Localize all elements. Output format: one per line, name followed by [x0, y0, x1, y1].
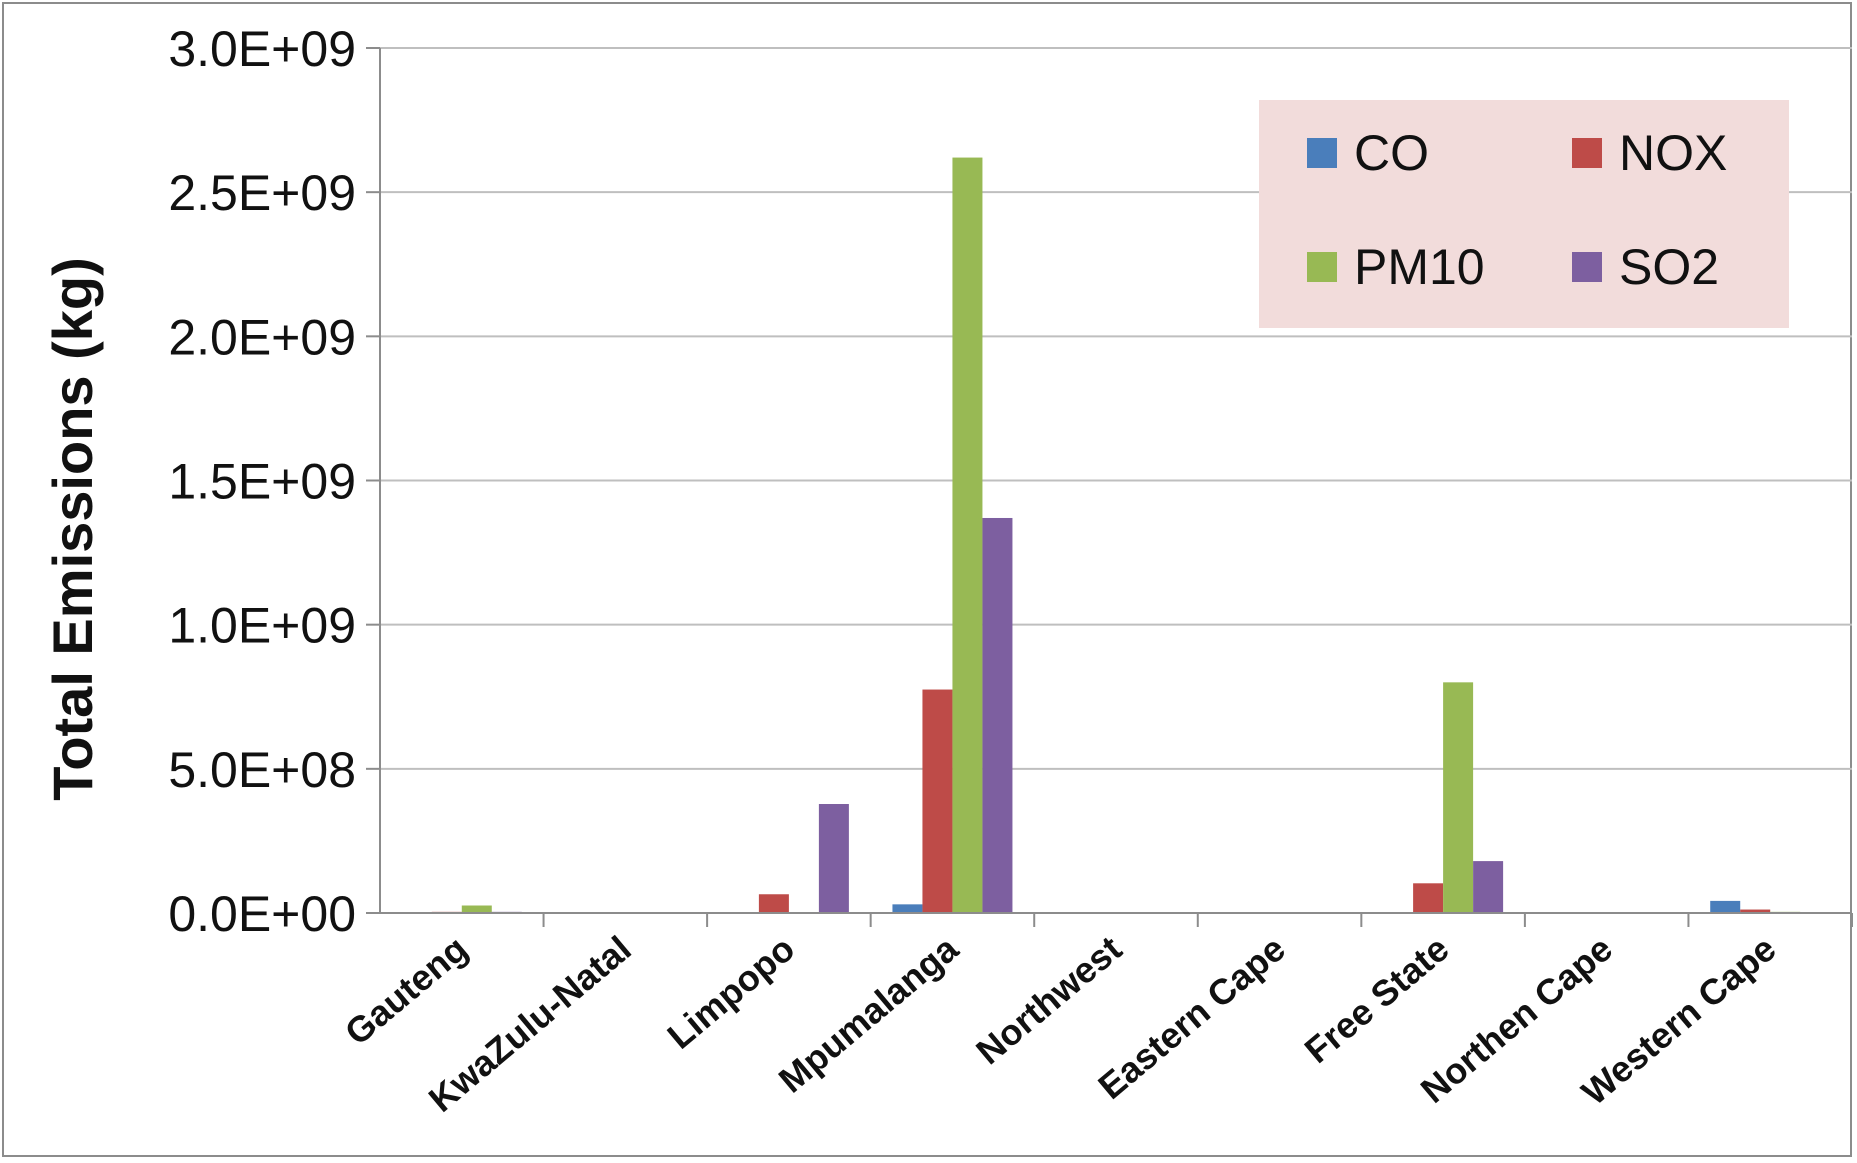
- bar-pm10: [1443, 682, 1474, 913]
- legend: CO NOX PM10 SO2: [1259, 100, 1789, 328]
- x-tick-label: Free State: [1297, 928, 1457, 1071]
- x-tick-label: Gauteng: [337, 928, 475, 1053]
- bar-pm10: [952, 157, 983, 914]
- x-tick-label: Limpopo: [659, 928, 802, 1057]
- legend-label-nox: NOX: [1619, 125, 1727, 181]
- bar-co: [892, 904, 923, 913]
- axes: [379, 48, 1852, 914]
- x-tick-label: Mpumalanga: [771, 927, 967, 1100]
- y-tick-label: 2.0E+09: [168, 309, 356, 365]
- legend-background: [1259, 100, 1789, 328]
- bar-pm10: [461, 905, 492, 913]
- legend-label-so2: SO2: [1619, 239, 1719, 295]
- bar-co: [1710, 900, 1741, 913]
- legend-swatch-so2: [1572, 252, 1602, 282]
- y-tick-label: 2.5E+09: [168, 165, 356, 221]
- y-tick-label: 0.0E+00: [168, 886, 356, 942]
- bar-nox: [758, 894, 789, 913]
- bar-nox: [1740, 909, 1771, 913]
- bar-so2: [1473, 861, 1504, 913]
- legend-swatch-pm10: [1307, 252, 1337, 282]
- bars: [401, 157, 1831, 914]
- legend-label-co: CO: [1354, 125, 1429, 181]
- bar-so2: [818, 804, 849, 913]
- y-axis-label: Total Emissions (kg): [41, 257, 104, 800]
- gridlines: [380, 47, 1852, 770]
- bar-nox: [922, 689, 953, 913]
- x-tick-label: Northwest: [968, 928, 1129, 1073]
- y-tick-label: 1.0E+09: [168, 598, 356, 654]
- legend-swatch-co: [1307, 138, 1337, 168]
- y-tick-label: 5.0E+08: [168, 742, 356, 798]
- y-tick-label: 1.5E+09: [168, 454, 356, 510]
- emissions-bar-chart: 0.0E+00 5.0E+08 1.0E+09 1.5E+09 2.0E+09 2.5E+…: [41, 21, 1853, 1120]
- bar-nox: [1413, 883, 1444, 913]
- legend-label-pm10: PM10: [1354, 239, 1485, 295]
- y-axis-ticks: 0.0E+00 5.0E+08 1.0E+09 1.5E+09 2.0E+09 2.5E+…: [168, 21, 380, 942]
- bar-so2: [982, 517, 1013, 913]
- y-tick-label: 3.0E+09: [168, 21, 356, 77]
- legend-swatch-nox: [1572, 138, 1602, 168]
